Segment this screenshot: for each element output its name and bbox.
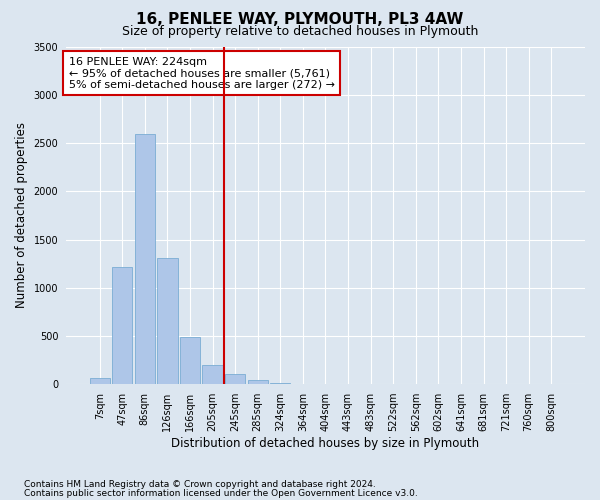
Bar — [248, 380, 268, 384]
Bar — [89, 378, 110, 384]
Bar — [180, 337, 200, 384]
Bar — [112, 266, 133, 384]
Bar — [225, 374, 245, 384]
Y-axis label: Number of detached properties: Number of detached properties — [15, 122, 28, 308]
Text: Size of property relative to detached houses in Plymouth: Size of property relative to detached ho… — [122, 25, 478, 38]
Text: 16, PENLEE WAY, PLYMOUTH, PL3 4AW: 16, PENLEE WAY, PLYMOUTH, PL3 4AW — [136, 12, 464, 28]
Text: Contains HM Land Registry data © Crown copyright and database right 2024.: Contains HM Land Registry data © Crown c… — [24, 480, 376, 489]
Bar — [134, 134, 155, 384]
Bar — [157, 258, 178, 384]
Text: Contains public sector information licensed under the Open Government Licence v3: Contains public sector information licen… — [24, 489, 418, 498]
Text: 16 PENLEE WAY: 224sqm
← 95% of detached houses are smaller (5,761)
5% of semi-de: 16 PENLEE WAY: 224sqm ← 95% of detached … — [68, 56, 335, 90]
X-axis label: Distribution of detached houses by size in Plymouth: Distribution of detached houses by size … — [172, 437, 479, 450]
Bar — [202, 366, 223, 384]
